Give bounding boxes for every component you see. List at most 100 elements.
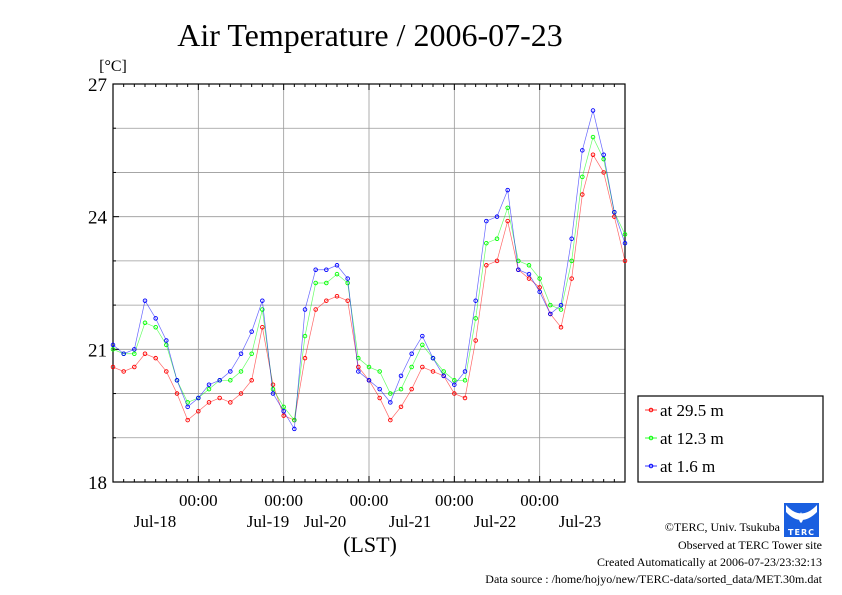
- data-point: [548, 302, 553, 308]
- data-point: [558, 324, 564, 330]
- data-point: [313, 280, 318, 286]
- data-point: [494, 214, 500, 219]
- data-point: [206, 382, 212, 387]
- data-point: [356, 369, 361, 374]
- data-point: [526, 263, 532, 268]
- data-point: [324, 298, 329, 303]
- data-point: [164, 342, 169, 348]
- data-point: [238, 351, 244, 357]
- series-line: [112, 110, 626, 431]
- x-tick-label: 00:00: [435, 491, 474, 510]
- data-point: [409, 364, 414, 370]
- data-point: [590, 108, 596, 113]
- data-point: [622, 240, 628, 246]
- data-point: [153, 355, 158, 361]
- data-point: [121, 351, 126, 357]
- data-point: [526, 276, 532, 281]
- data-point: [260, 324, 265, 330]
- data-point: [484, 240, 489, 246]
- data-point: [430, 369, 436, 374]
- data-point: [270, 391, 276, 396]
- legend-swatch-marker: [648, 435, 654, 441]
- legend-item: at 29.5 m: [645, 401, 724, 420]
- data-point: [260, 307, 265, 312]
- data-point: [569, 276, 574, 281]
- data-point: [324, 280, 329, 286]
- data-point: [249, 351, 254, 357]
- data-point: [110, 342, 116, 348]
- plot-frame: [112, 83, 626, 483]
- data-point: [441, 369, 446, 374]
- data-point: [142, 351, 148, 357]
- data-point: [153, 316, 158, 321]
- y-tick-label: 18: [88, 473, 107, 494]
- data-point: [164, 369, 169, 374]
- footer-source: Data source : /home/hojyo/new/TERC-data/…: [485, 572, 822, 586]
- day-label: Jul-20: [304, 512, 347, 531]
- y-tick-label: 24: [88, 208, 108, 229]
- x-tick-label: 00:00: [350, 491, 389, 510]
- data-point: [334, 294, 340, 299]
- legend-item: at 1.6 m: [645, 457, 715, 476]
- series-group: [110, 108, 628, 432]
- legend-item: at 12.3 m: [645, 429, 724, 448]
- data-point: [313, 307, 318, 312]
- data-point: [516, 258, 521, 264]
- data-point: [334, 263, 340, 268]
- y-tick-label: 27: [88, 75, 107, 96]
- data-point: [249, 329, 254, 334]
- svg-text:TERC: TERC: [788, 528, 815, 537]
- data-point: [398, 373, 404, 379]
- data-point: [601, 152, 606, 158]
- data-point: [409, 351, 414, 357]
- data-point: [185, 417, 190, 423]
- data-point: [132, 347, 137, 352]
- data-point: [132, 351, 137, 357]
- data-point: [462, 395, 468, 401]
- legend: at 29.5 m at 12.3 m at 1.6 m: [637, 395, 824, 483]
- data-point: [473, 338, 478, 343]
- data-point: [494, 236, 500, 242]
- legend-swatch-marker: [648, 407, 654, 413]
- data-point: [206, 400, 212, 405]
- data-point: [537, 285, 542, 290]
- data-point: [569, 258, 574, 264]
- legend-label: at 29.5 m: [660, 401, 724, 420]
- data-point: [164, 338, 169, 343]
- data-point: [345, 276, 350, 281]
- data-point: [558, 302, 564, 308]
- data-point: [580, 148, 585, 153]
- data-point: [334, 271, 340, 277]
- day-label: Jul-23: [559, 512, 602, 531]
- data-point: [260, 298, 265, 303]
- data-point: [420, 333, 425, 339]
- day-label: Jul-19: [247, 512, 290, 531]
- data-point: [601, 170, 606, 175]
- data-point: [462, 369, 468, 374]
- data-point: [121, 369, 126, 374]
- data-point: [580, 174, 585, 180]
- data-point: [452, 391, 457, 396]
- data-point: [281, 413, 286, 418]
- data-point: [377, 395, 382, 401]
- data-point: [473, 298, 478, 303]
- data-point: [452, 382, 457, 387]
- y-axis-unit: [°C]: [99, 58, 127, 75]
- data-point: [281, 404, 286, 410]
- x-axis-label: (LST): [343, 532, 397, 557]
- data-point: [132, 364, 137, 370]
- data-point: [484, 263, 489, 268]
- data-point: [612, 209, 617, 215]
- x-tick-label: 00:00: [264, 491, 303, 510]
- data-point: [196, 395, 201, 401]
- legend-box: [637, 395, 824, 483]
- y-tick-label: 21: [88, 340, 107, 361]
- data-point: [302, 355, 308, 361]
- data-point: [238, 369, 244, 374]
- data-point: [313, 267, 318, 272]
- data-point: [185, 404, 190, 410]
- data-point: [345, 298, 350, 303]
- data-point: [590, 134, 596, 140]
- data-point: [452, 378, 457, 383]
- footer-copyright: ©TERC, Univ. Tsukuba: [665, 520, 781, 534]
